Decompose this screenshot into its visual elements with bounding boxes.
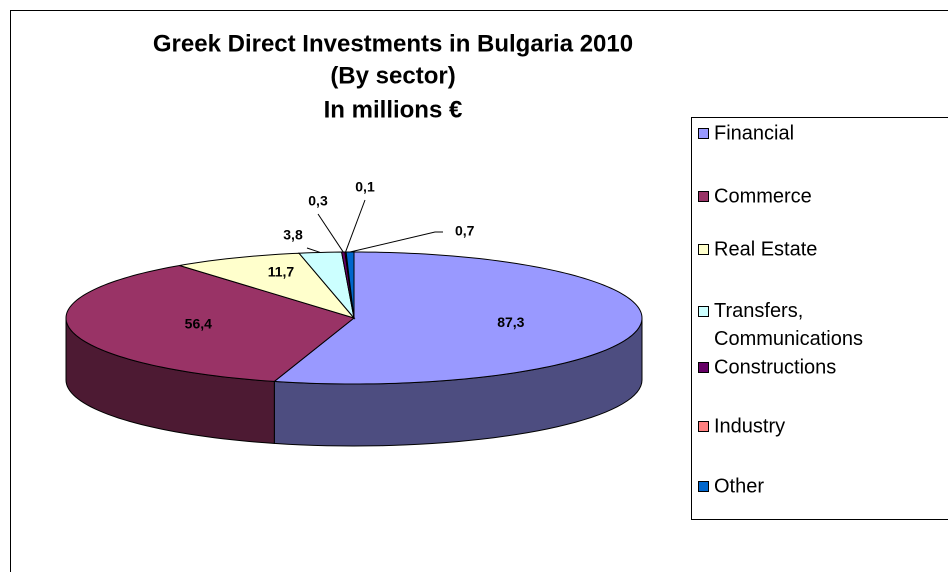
legend-swatch	[698, 306, 709, 317]
data-label: 11,7	[268, 263, 295, 279]
legend-swatch	[698, 481, 709, 492]
legend-label: Constructions	[714, 356, 836, 378]
legend-label: Industry	[714, 415, 785, 437]
data-label: 87,3	[497, 314, 524, 330]
data-label: 0,1	[355, 179, 375, 195]
legend-swatch	[698, 421, 709, 432]
data-label: 56,4	[185, 315, 212, 331]
legend-box	[691, 117, 948, 520]
data-label: 0,3	[308, 193, 328, 209]
slice	[273, 251, 643, 385]
legend-swatch	[698, 128, 709, 139]
legend-label: Commerce	[714, 185, 812, 207]
leader-line	[349, 231, 443, 253]
leader-line	[306, 247, 321, 253]
chart-title: Greek Direct Investments in Bulgaria 201…	[153, 30, 633, 57]
slice	[345, 251, 355, 319]
legend-swatch	[698, 362, 709, 373]
unit-label: In millions €	[324, 96, 463, 123]
legend-swatch	[698, 191, 709, 202]
data-label: 0,7	[455, 223, 475, 239]
slice	[65, 264, 356, 382]
chart-subtitle: (By sector)	[330, 62, 455, 89]
legend-label: Real Estate	[714, 238, 817, 260]
leader-line	[345, 199, 366, 253]
legend-label: Other	[714, 475, 764, 497]
data-label: 3,8	[283, 227, 303, 243]
legend-label: Financial	[714, 122, 794, 144]
leader-line	[317, 213, 344, 253]
legend-label: Transfers, Communications	[714, 300, 863, 350]
slice	[179, 252, 356, 319]
legend-swatch	[698, 244, 709, 255]
